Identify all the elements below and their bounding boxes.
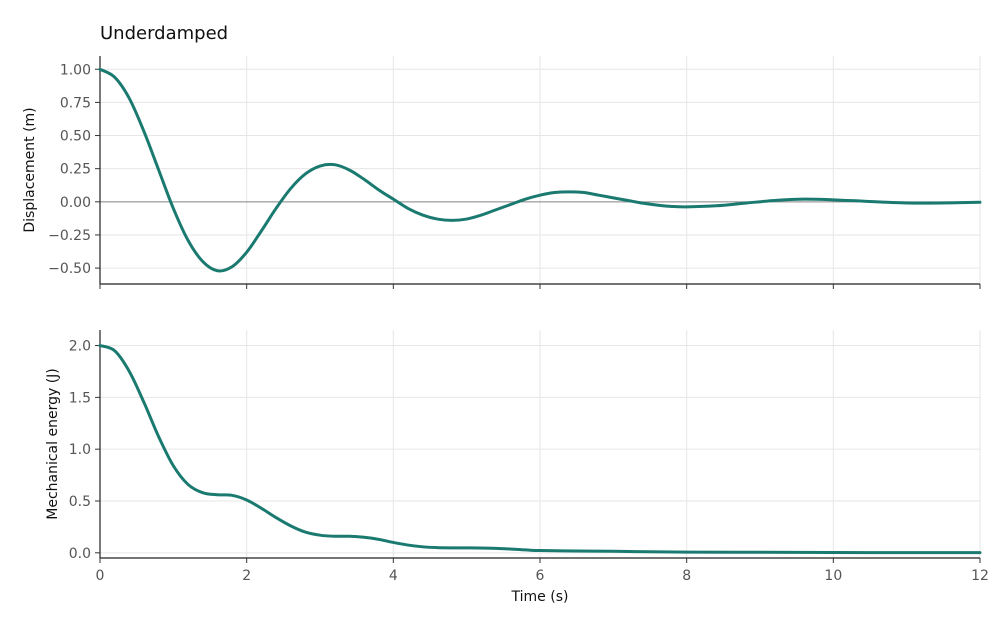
y-tick-label: 1.00: [60, 62, 91, 78]
y-tick-label: −0.25: [48, 228, 91, 244]
x-tick-label: 12: [971, 568, 989, 584]
y-tick-label: −0.50: [48, 261, 91, 277]
x-tick-label: 6: [536, 568, 545, 584]
chart-title: Underdamped: [100, 23, 228, 44]
y-tick-label: 0.5: [69, 494, 91, 510]
x-tick-label: 2: [242, 568, 251, 584]
x-axis-label: Time (s): [511, 589, 569, 605]
panel-displacement: 1.00 0.75 0.50 0.25 0.00 −0.25 −0.50 Displaceme…: [22, 56, 982, 289]
y-tick-label: 0.25: [60, 162, 91, 178]
series-line: [98, 67, 982, 273]
panel-energy: 2.0 1.5 1.0 0.5 0.0 0 2 4 6 8 10 12 Mechanical energ…: [45, 330, 989, 584]
y-tick-label: 0.00: [60, 195, 91, 211]
y-tick-label: 2.0: [69, 339, 91, 355]
y-axis-label: Displacement (m): [22, 107, 38, 232]
y-tick-label: 1.5: [69, 390, 91, 406]
x-tick-label: 10: [824, 568, 842, 584]
x-tick-label: 8: [682, 568, 691, 584]
x-tick-label: 0: [96, 568, 105, 584]
y-axis-label: Mechanical energy (J): [45, 368, 61, 520]
series-line: [98, 344, 982, 555]
y-tick-label: 0.50: [60, 129, 91, 145]
y-tick-label: 0.75: [60, 95, 91, 111]
y-tick-label: 1.0: [69, 442, 91, 458]
x-tick-label: 4: [389, 568, 398, 584]
y-tick-label: 0.0: [69, 546, 91, 562]
